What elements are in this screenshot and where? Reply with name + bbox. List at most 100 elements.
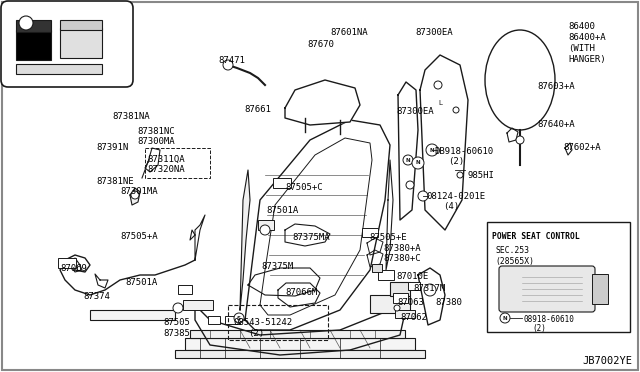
Circle shape [406,181,414,189]
Text: 87380+A: 87380+A [383,244,420,253]
Text: (2): (2) [532,324,546,333]
Circle shape [507,274,513,280]
Bar [185,338,415,350]
Text: L: L [438,100,442,106]
Text: 87066M: 87066M [285,288,317,297]
Text: 87501A: 87501A [266,206,298,215]
Text: 08918-60610: 08918-60610 [524,315,575,324]
Text: (2): (2) [448,157,464,166]
Text: 87300EA: 87300EA [396,107,434,116]
Ellipse shape [485,30,555,130]
Text: 87603+A: 87603+A [537,82,575,91]
Bar [592,274,608,304]
Polygon shape [240,170,250,310]
Bar [60,28,102,58]
Polygon shape [130,188,140,205]
Text: 87505: 87505 [163,318,190,327]
Text: 87602+A: 87602+A [563,143,600,152]
Text: (2): (2) [248,329,264,338]
Text: 87385: 87385 [163,329,190,338]
Bar [183,300,213,310]
Text: 87505+C: 87505+C [285,183,323,192]
Bar [145,148,210,178]
Text: 87010E: 87010E [396,272,428,281]
Polygon shape [398,82,418,220]
Text: 87601NA: 87601NA [330,28,367,37]
Bar [58,258,76,268]
FancyBboxPatch shape [1,1,133,87]
Circle shape [418,191,428,201]
Circle shape [173,303,183,313]
Circle shape [453,107,459,113]
Bar [178,285,192,294]
Bar [395,310,415,318]
Bar [372,264,382,272]
Text: S: S [237,315,241,321]
Text: 87471: 87471 [218,56,245,65]
Text: 08124-0201E: 08124-0201E [426,192,485,201]
Text: 87380+C: 87380+C [383,254,420,263]
Text: 87062: 87062 [400,313,427,322]
Bar [393,293,408,303]
Text: 87320NA: 87320NA [147,165,184,174]
Text: 87374: 87374 [83,292,110,301]
Text: 87505+E: 87505+E [369,233,406,242]
Circle shape [412,157,424,169]
Circle shape [507,298,513,304]
Text: N: N [429,148,435,153]
Text: JB7002YE: JB7002YE [582,356,632,366]
Circle shape [223,60,233,70]
Bar [408,282,420,290]
Bar [225,316,240,324]
Text: 87670: 87670 [307,40,334,49]
Circle shape [434,81,442,89]
Text: 87391N: 87391N [96,143,128,152]
Circle shape [424,284,436,296]
Bar [228,305,328,340]
Circle shape [500,313,510,323]
Text: N: N [416,160,420,166]
Text: N: N [406,157,410,163]
Bar [90,310,175,320]
Polygon shape [285,80,360,125]
Text: SEC.253: SEC.253 [495,246,529,255]
Bar [258,220,274,230]
Text: N: N [502,315,508,321]
Circle shape [516,136,524,144]
Circle shape [131,191,139,199]
Text: 87640+A: 87640+A [537,120,575,129]
Polygon shape [145,148,160,172]
Text: (WITH: (WITH [568,44,595,53]
Circle shape [19,16,33,30]
Text: 87380: 87380 [435,298,462,307]
Bar [208,316,220,324]
Text: 86400+A: 86400+A [568,33,605,42]
Bar [273,178,291,188]
Bar [175,350,425,358]
Bar [362,228,378,237]
Text: 08543-51242: 08543-51242 [233,318,292,327]
Bar [190,330,405,338]
Text: 87381NE: 87381NE [96,177,134,186]
Text: 87300MA: 87300MA [137,137,175,146]
Text: 985HI: 985HI [467,171,494,180]
Circle shape [457,172,463,178]
Text: 87381NC: 87381NC [137,127,175,136]
Text: 87301MA: 87301MA [120,187,157,196]
Bar [370,295,410,313]
Text: 87501A: 87501A [125,278,157,287]
FancyBboxPatch shape [499,266,595,312]
Bar [16,64,102,74]
Text: 87063: 87063 [397,298,424,307]
Bar [16,20,51,32]
Text: POWER SEAT CONTROL: POWER SEAT CONTROL [492,232,580,241]
Text: 87381NA: 87381NA [112,112,150,121]
Text: 87317M: 87317M [413,284,445,293]
Circle shape [426,144,438,156]
Circle shape [234,313,244,323]
Text: DB918-60610: DB918-60610 [434,147,493,156]
Circle shape [403,155,413,165]
Text: 86400: 86400 [568,22,595,31]
Polygon shape [420,55,468,230]
Circle shape [394,305,400,311]
